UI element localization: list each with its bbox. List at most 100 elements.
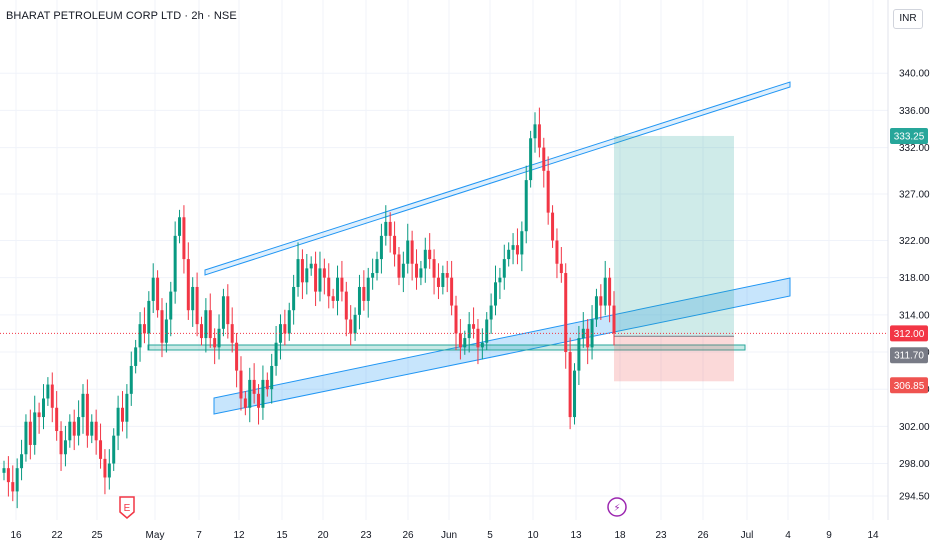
candle-body	[559, 263, 563, 274]
candle-body	[46, 384, 50, 399]
candle-body	[515, 245, 519, 255]
candle-body	[28, 421, 32, 445]
stop-zone[interactable]	[614, 336, 734, 382]
candle-body	[292, 286, 296, 311]
earnings-marker-label: E	[124, 503, 131, 514]
time-tick-label: 10	[527, 530, 539, 541]
candle-body	[371, 273, 375, 278]
candle-body	[99, 440, 103, 459]
candle-body	[15, 468, 19, 492]
candle-body	[450, 277, 454, 306]
lower-channel-band[interactable]	[213, 277, 791, 415]
candle-body	[594, 296, 598, 320]
candle-body	[564, 273, 568, 353]
price-tick-label: 340.00	[899, 69, 930, 80]
candle-body	[94, 421, 98, 441]
candle-body	[20, 454, 24, 469]
price-axis[interactable]: 340.00 336.00 332.00 327.00 322.00 318.00 314.…	[899, 69, 930, 503]
candle-body	[169, 291, 173, 320]
time-tick-label: 16	[10, 530, 22, 541]
candle-body	[463, 338, 467, 348]
candle-body	[226, 296, 230, 325]
candle-body	[349, 319, 353, 334]
candle-body	[415, 263, 419, 278]
candle-body	[542, 147, 546, 171]
dividend-marker[interactable]	[607, 497, 627, 517]
candle-body	[445, 273, 449, 278]
candle-body	[147, 300, 151, 334]
candle-body	[454, 305, 458, 334]
candle-body	[55, 407, 59, 432]
candle-body	[6, 468, 10, 483]
candle-body	[428, 249, 432, 260]
time-tick-label: 23	[360, 530, 372, 541]
candle-body	[406, 240, 410, 264]
support-zone[interactable]	[147, 344, 746, 351]
candle-body	[401, 263, 405, 278]
candle-body	[173, 235, 177, 292]
candle-body	[533, 124, 537, 139]
time-tick-label: Jun	[441, 530, 457, 541]
symbol-title[interactable]: BHARAT PETROLEUM CORP LTD · 2h · NSE	[6, 10, 237, 22]
candle-body	[309, 263, 313, 269]
candle-body	[68, 421, 72, 441]
candle-body	[85, 393, 89, 436]
candle-body	[436, 277, 440, 287]
event-markers[interactable]: E ⚡	[119, 496, 627, 519]
price-tag-current-label: 312.00	[894, 329, 925, 340]
candle-body	[63, 440, 67, 455]
candle-body	[305, 268, 309, 283]
candle-body	[112, 435, 116, 464]
long-position-tool[interactable]	[614, 135, 734, 382]
candle-body	[261, 379, 265, 408]
candle-body	[296, 259, 300, 287]
candle-body	[537, 124, 541, 148]
candle-body	[129, 365, 133, 394]
channel-drawings[interactable]	[147, 81, 791, 415]
candle-body	[300, 259, 304, 283]
candle-body	[199, 324, 203, 339]
candle-body	[195, 286, 199, 325]
candle-body	[494, 282, 498, 306]
time-tick-label: 18	[614, 530, 626, 541]
candle-body	[379, 235, 383, 260]
candle-body	[243, 398, 247, 408]
earnings-marker[interactable]	[119, 496, 135, 519]
candle-body	[590, 319, 594, 348]
price-tick-label: 298.00	[899, 459, 930, 470]
candle-body	[221, 296, 225, 329]
candle-body	[472, 324, 476, 329]
candle-body	[599, 296, 603, 306]
candle-body	[353, 314, 357, 334]
time-axis[interactable]: 16 22 25 May 7 12 15 20 23 26 Jun 5 10 13 18 23 26 Jul 4 9 1…	[10, 530, 879, 541]
upper-channel-band[interactable]	[204, 81, 791, 276]
currency-label[interactable]: INR	[893, 9, 923, 29]
price-tag-target-label: 333.25	[894, 131, 925, 142]
candle-body	[116, 407, 120, 436]
candle-body	[239, 370, 243, 399]
candle-body	[213, 338, 217, 348]
price-tag-entry-label: 311.70	[894, 351, 924, 362]
candle-body	[608, 277, 612, 306]
candle-body	[208, 310, 212, 339]
candle-body	[344, 291, 348, 320]
candle-body	[164, 319, 168, 343]
time-tick-label: 4	[785, 530, 791, 541]
candle-body	[41, 398, 45, 418]
candle-body	[384, 221, 388, 236]
candle-body	[72, 421, 76, 436]
candle-body	[458, 333, 462, 348]
candle-body	[612, 305, 616, 334]
price-tag-stop	[890, 377, 928, 394]
candle-body	[581, 328, 585, 339]
candle-body	[485, 319, 489, 343]
candle-body	[498, 277, 502, 283]
target-zone[interactable]	[614, 135, 734, 337]
candle-body	[287, 310, 291, 334]
time-tick-label: 23	[655, 530, 667, 541]
candle-body	[142, 324, 146, 334]
candle-body	[314, 263, 318, 292]
candle-body	[77, 417, 81, 436]
time-tick-label: 14	[867, 530, 879, 541]
